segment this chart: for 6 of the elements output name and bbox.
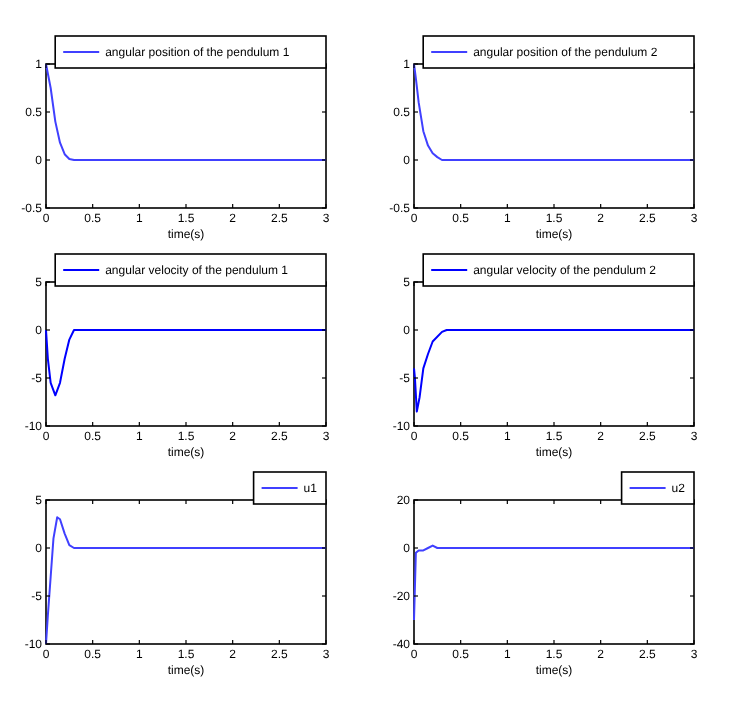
line-series <box>45 516 327 645</box>
line-series <box>45 63 327 161</box>
line-series <box>413 329 695 413</box>
line-series <box>413 544 695 621</box>
line-series <box>413 63 695 161</box>
line-series <box>45 329 327 397</box>
